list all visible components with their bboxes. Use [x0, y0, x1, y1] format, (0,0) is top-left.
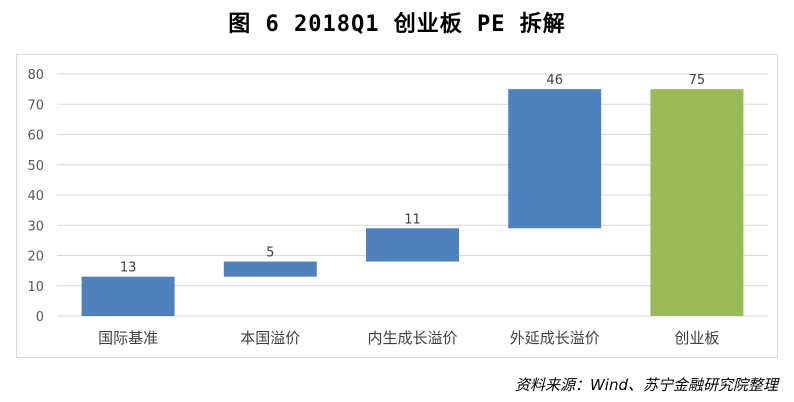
bar [650, 89, 744, 316]
bar [508, 89, 602, 229]
data-label: 5 [266, 246, 274, 261]
x-tick-label: 外延成长溢价 [510, 329, 600, 347]
source-note: 资料来源：Wind、苏宁金融研究院整理 [514, 376, 778, 394]
bar [81, 276, 175, 316]
y-tick-label: 20 [27, 250, 44, 265]
y-tick-label: 80 [27, 68, 44, 83]
y-tick-label: 50 [27, 159, 44, 174]
y-tick-label: 70 [27, 98, 44, 113]
y-tick-label: 10 [27, 280, 44, 295]
y-tick-label: 0 [36, 310, 44, 325]
data-label: 46 [546, 73, 563, 88]
data-label: 11 [404, 212, 421, 227]
x-tick-label: 国际基准 [98, 329, 158, 347]
chart-frame [16, 54, 778, 358]
x-tick-label: 内生成长溢价 [367, 329, 457, 347]
y-tick-label: 60 [27, 129, 44, 144]
x-tick-label: 创业板 [674, 329, 719, 347]
y-tick-label: 40 [27, 189, 44, 204]
bar [366, 228, 459, 262]
data-label: 13 [120, 261, 137, 276]
x-tick-label: 本国溢价 [240, 329, 300, 347]
bar [223, 261, 317, 277]
chart-title: 图 6 2018Q1 创业板 PE 拆解 [228, 12, 566, 37]
y-tick-label: 30 [27, 219, 44, 234]
data-label: 75 [689, 73, 706, 88]
